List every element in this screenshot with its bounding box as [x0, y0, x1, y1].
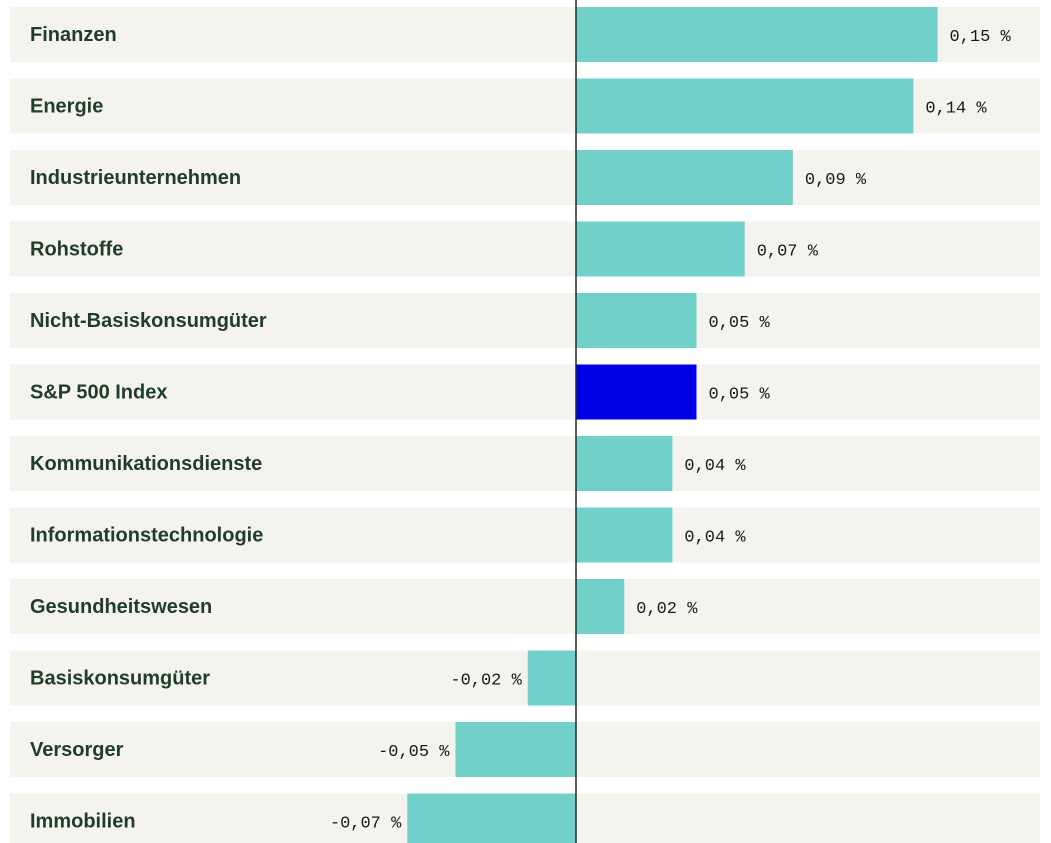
row-background	[10, 579, 1040, 634]
row-background	[10, 436, 1040, 491]
bar	[576, 579, 625, 634]
category-label: Nicht-Basiskonsumgüter	[30, 310, 267, 332]
category-label: Immobilien	[30, 810, 136, 832]
value-label: 0,02 %	[636, 600, 698, 619]
value-label: 0,15 %	[950, 28, 1012, 47]
value-label: -0,02 %	[450, 671, 522, 690]
bar	[576, 221, 745, 277]
value-label: 0,09 %	[805, 171, 867, 190]
bar	[455, 722, 576, 777]
value-label: 0,05 %	[709, 314, 771, 333]
value-label: 0,04 %	[684, 528, 746, 547]
row-background	[10, 293, 1040, 348]
value-label: 0,07 %	[757, 242, 819, 261]
value-label: 0,04 %	[684, 457, 746, 476]
row-background	[10, 221, 1040, 277]
bar	[407, 793, 576, 843]
category-label: Versorger	[30, 739, 124, 761]
category-label: Informationstechnologie	[30, 524, 263, 546]
value-label: -0,07 %	[330, 814, 402, 833]
bar	[576, 78, 914, 134]
category-label: Kommunikationsdienste	[30, 453, 262, 475]
bar	[576, 507, 673, 563]
bar	[576, 7, 938, 62]
bar	[527, 650, 576, 706]
category-label: S&P 500 Index	[30, 381, 167, 403]
value-label: 0,05 %	[709, 385, 771, 404]
bar	[576, 150, 793, 205]
category-label: Rohstoffe	[30, 238, 123, 260]
bar	[576, 293, 697, 348]
value-label: 0,14 %	[925, 99, 987, 118]
row-background	[10, 650, 1040, 706]
category-label: Energie	[30, 95, 103, 117]
category-label: Finanzen	[30, 24, 117, 46]
category-label: Industrieunternehmen	[30, 167, 241, 189]
row-background	[10, 150, 1040, 205]
row-background	[10, 507, 1040, 563]
row-background	[10, 364, 1040, 420]
category-label: Basiskonsumgüter	[30, 667, 210, 689]
bar	[576, 436, 673, 491]
category-label: Gesundheitswesen	[30, 596, 212, 618]
bar	[576, 364, 697, 420]
value-label: -0,05 %	[378, 743, 450, 762]
